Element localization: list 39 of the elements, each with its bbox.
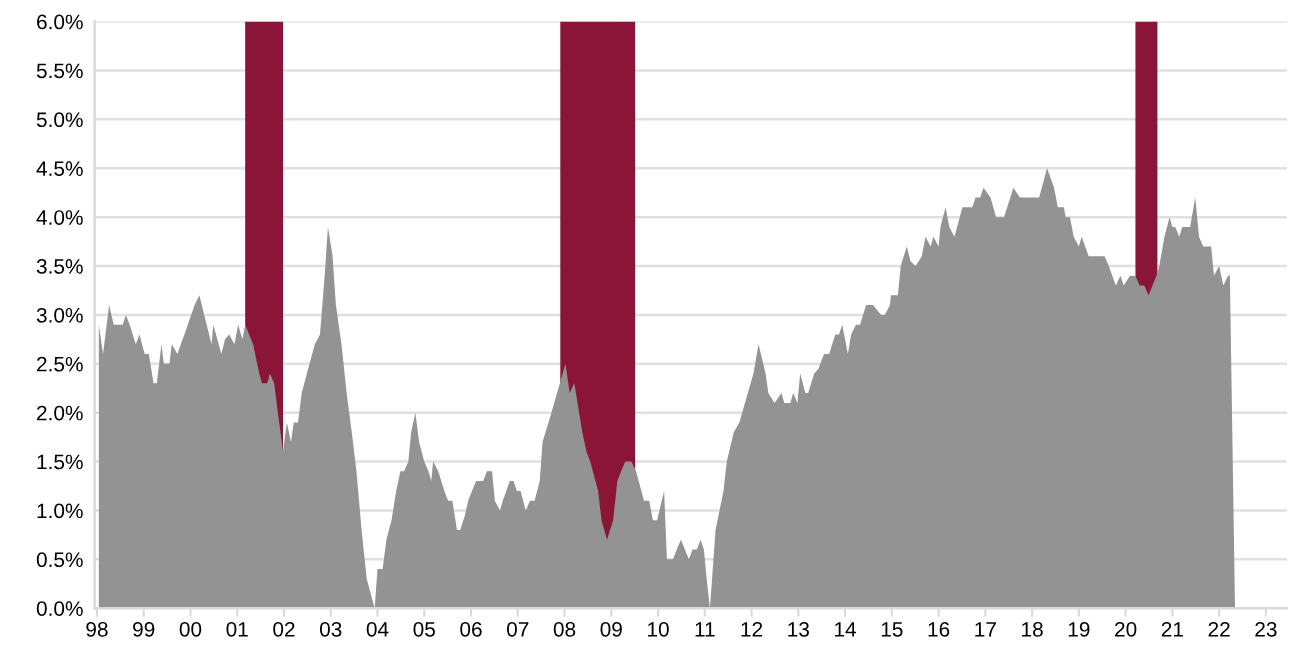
x-tick-label: 06: [460, 621, 482, 637]
x-tick-label: 04: [366, 621, 389, 637]
y-tick-label: 1.5%: [37, 454, 83, 470]
x-tick-label: 19: [1068, 621, 1090, 637]
x-tick-label: 21: [1161, 621, 1183, 637]
x-tick-label: 00: [179, 621, 202, 637]
x-tick-label: 23: [1255, 621, 1277, 637]
x-tick-label: 09: [600, 621, 622, 637]
x-tick-label: 14: [835, 622, 857, 637]
x-tick-label: 15: [881, 622, 903, 637]
y-tick-label: 6.0%: [37, 14, 83, 30]
y-tick-label: 2.5%: [37, 356, 83, 372]
x-tick-label: 01: [226, 621, 248, 637]
x-tick-label: 17: [975, 622, 996, 637]
x-tick-label: 22: [1208, 621, 1230, 637]
y-tick-label: 5.5%: [36, 63, 83, 79]
y-tick-label: 4.5%: [36, 161, 83, 176]
x-tick-label: 05: [413, 621, 435, 637]
x-tick-label: 08: [553, 621, 576, 637]
x-tick-label: 11: [695, 622, 715, 637]
x-tick-label: 99: [133, 621, 155, 637]
y-tick-label: 2.0%: [37, 405, 83, 421]
y-tick-label: 0.0%: [36, 601, 83, 616]
x-tick-label: 18: [1022, 621, 1043, 637]
y-tick-label: 4.0%: [36, 210, 83, 225]
y-tick-label: 3.0%: [36, 307, 83, 323]
x-tick-label: 03: [319, 621, 342, 637]
x-tick-label: 02: [273, 621, 295, 637]
y-tick-label: 1.0%: [37, 503, 83, 519]
y-tick-label: 0.5%: [36, 552, 83, 568]
x-tick-label: 16: [928, 621, 950, 637]
x-tick-label: 20: [1115, 621, 1137, 637]
x-tick-label: 12: [741, 621, 763, 637]
y-tick-label: 5.0%: [36, 112, 83, 128]
x-tick-label: 10: [648, 621, 669, 637]
x-tick-label: 98: [86, 621, 108, 637]
y-tick-label: 3.5%: [36, 259, 83, 274]
x-tick-label: 13: [788, 621, 809, 637]
x-tick-label: 07: [506, 621, 529, 637]
